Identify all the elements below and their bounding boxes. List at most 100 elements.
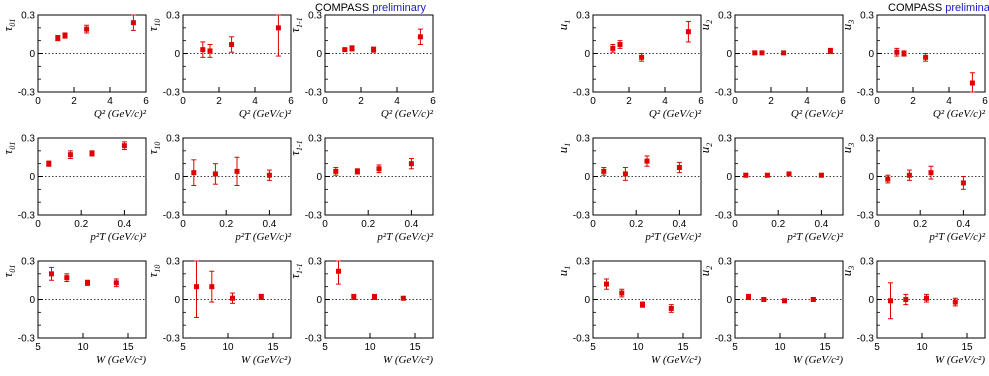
x-tick-label: 2	[71, 96, 77, 107]
data-point	[617, 42, 623, 48]
data-point	[209, 284, 215, 290]
y-tick-label: 0.3	[860, 11, 874, 22]
x-tick-label: 15	[677, 342, 689, 353]
data-point	[888, 298, 893, 304]
y-tick-label: 0	[868, 295, 874, 306]
data-point	[781, 50, 787, 56]
y-tick-label: -0.3	[305, 334, 323, 345]
data-point	[923, 54, 929, 60]
y-tick-label: 0.3	[21, 134, 35, 145]
x-tick-label: 0	[590, 219, 596, 230]
x-tick-label: 0.4	[404, 219, 418, 230]
data-point	[62, 33, 68, 39]
x-tick-label: 4	[107, 96, 113, 107]
y-axis-label: u2	[697, 143, 714, 154]
y-tick-label: 0	[316, 172, 322, 183]
y-tick-label: 0.3	[21, 11, 35, 22]
x-tick-label: 4	[394, 96, 400, 107]
x-tick-label: 0.2	[361, 219, 375, 230]
x-tick-label: 15	[819, 342, 831, 353]
y-tick-label: -0.3	[305, 88, 323, 99]
y-axis-label: τ1-1	[287, 140, 304, 155]
y-tick-label: 0	[174, 172, 180, 183]
x-tick-label: 6	[698, 96, 704, 107]
x-axis-label: W (GeV/c²)	[935, 354, 985, 366]
y-tick-label: 0	[29, 49, 35, 60]
data-point	[622, 171, 628, 177]
data-point	[342, 47, 348, 53]
panel-14: -0.3 0 0.3 5 10 15 τ10 W (GeV/c²)	[145, 257, 292, 366]
data-point	[191, 170, 197, 176]
data-point	[601, 168, 607, 174]
x-tick-label: 0	[732, 219, 738, 230]
data-point	[952, 299, 958, 305]
y-tick-label: 0	[316, 49, 322, 60]
x-tick-label: 5	[732, 342, 738, 353]
data-point	[67, 152, 73, 158]
x-tick-label: 15	[961, 342, 973, 353]
x-tick-label: 10	[916, 342, 928, 353]
y-tick-label: 0	[726, 295, 732, 306]
x-tick-label: 0	[322, 219, 328, 230]
y-tick-label: 0	[584, 172, 590, 183]
x-tick-label: 2	[768, 96, 774, 107]
x-tick-label: 0	[874, 219, 880, 230]
y-tick-label: 0	[726, 49, 732, 60]
x-axis-label: W (GeV/c²)	[651, 354, 701, 366]
x-tick-label: 0	[322, 96, 328, 107]
x-tick-label: 6	[430, 96, 436, 107]
x-tick-label: 0.4	[956, 219, 970, 230]
y-tick-label: 0.3	[718, 257, 732, 268]
y-tick-label: 0.3	[308, 11, 322, 22]
x-tick-label: 15	[122, 342, 134, 353]
y-tick-label: 0	[868, 49, 874, 60]
y-axis-label: τ01	[0, 19, 17, 32]
data-point	[372, 294, 377, 300]
data-point	[743, 172, 749, 178]
data-point	[275, 25, 281, 31]
x-tick-label: 15	[267, 342, 279, 353]
y-tick-label: 0.3	[21, 257, 35, 268]
y-axis-label: τ1-1	[287, 17, 304, 32]
data-point	[928, 170, 934, 176]
y-tick-label: -0.3	[163, 88, 181, 99]
data-point	[752, 50, 758, 56]
status-label: preliminary	[945, 2, 989, 14]
data-point	[336, 268, 341, 274]
y-tick-label: 0.3	[166, 134, 180, 145]
data-point	[349, 45, 355, 51]
x-tick-label: 0	[180, 219, 186, 230]
data-point	[619, 290, 625, 296]
data-point	[764, 172, 770, 178]
x-tick-label: 5	[322, 342, 328, 353]
experiment-label: COMPASS	[315, 2, 370, 14]
x-axis-label: p²T (GeV/c)²	[234, 231, 291, 243]
y-axis-label: τ10	[145, 19, 162, 32]
x-tick-label: 2	[216, 96, 222, 107]
y-axis-label: u3	[839, 143, 856, 154]
y-tick-label: -0.3	[857, 334, 875, 345]
x-tick-label: 0.2	[74, 219, 88, 230]
x-tick-label: 0.4	[814, 219, 828, 230]
data-point	[85, 280, 90, 286]
x-tick-label: 0.4	[262, 219, 276, 230]
data-point	[49, 271, 54, 277]
data-point	[604, 281, 609, 287]
x-tick-label: 6	[143, 96, 149, 107]
y-tick-label: -0.3	[18, 88, 36, 99]
x-tick-label: 0.4	[117, 219, 131, 230]
y-tick-label: 0.3	[308, 134, 322, 145]
data-point	[746, 294, 751, 300]
y-axis-label: u1	[555, 266, 572, 277]
x-axis-label: Q² (GeV/c)²	[381, 108, 434, 120]
experiment-label: COMPASS	[888, 2, 943, 14]
y-tick-label: -0.3	[163, 334, 181, 345]
x-tick-label: 10	[77, 342, 89, 353]
